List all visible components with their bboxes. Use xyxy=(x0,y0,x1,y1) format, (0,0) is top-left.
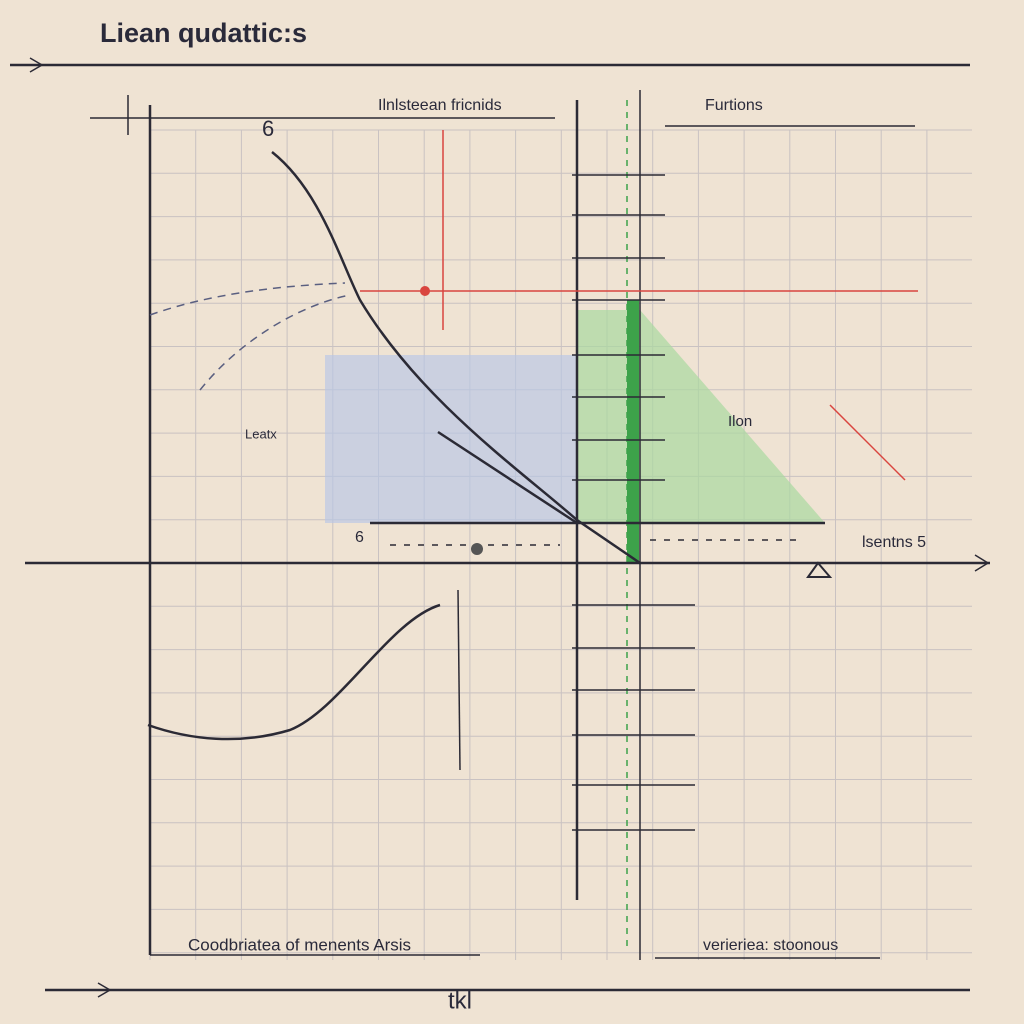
curve xyxy=(271,151,641,565)
green-band xyxy=(627,300,639,562)
triangle xyxy=(806,561,833,578)
curve xyxy=(147,603,441,741)
tick-line xyxy=(457,589,461,771)
label: Ilnlsteean fricnids xyxy=(378,97,502,114)
red-line xyxy=(829,404,906,481)
arrow xyxy=(29,57,44,73)
line xyxy=(437,430,578,525)
label: 6 xyxy=(262,116,274,141)
label: Furtions xyxy=(705,97,763,114)
ticks xyxy=(572,174,695,831)
label: verieriea: stoonous xyxy=(703,937,838,954)
label: Leatx xyxy=(245,426,277,441)
dashed-curve xyxy=(199,294,351,391)
title: Liean qudattic:s xyxy=(100,18,307,48)
label: tkl xyxy=(448,987,472,1014)
label: lsentns 5 xyxy=(862,534,926,551)
grid xyxy=(149,129,972,960)
red-dot xyxy=(420,286,430,296)
dot xyxy=(471,543,483,555)
label: 6 xyxy=(355,529,364,546)
arrow xyxy=(974,554,990,572)
arrow xyxy=(97,982,112,998)
label: Coodbriatea of menents Arsis xyxy=(188,935,411,954)
label: Ilon xyxy=(728,413,752,430)
